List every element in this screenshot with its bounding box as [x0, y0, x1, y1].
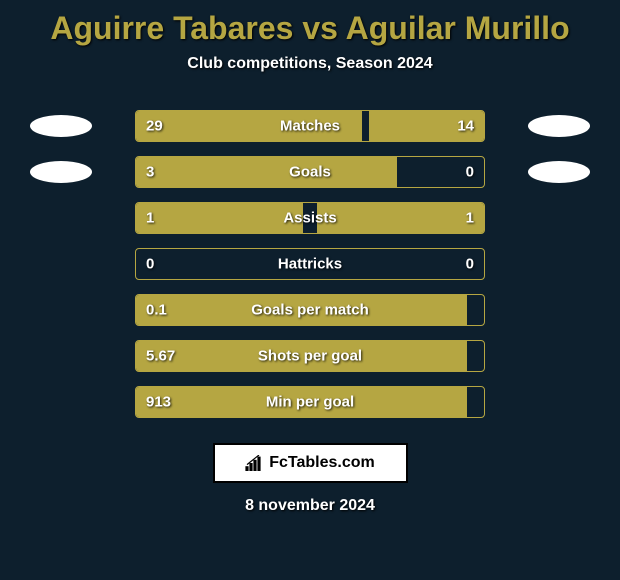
stat-bar-track: 0 0 Hattricks [135, 248, 485, 280]
date-label: 8 november 2024 [0, 497, 620, 515]
stats-panel: 29 14 Matches 3 0 Goals 1 1 Assists 0 0 Hattricks 0.… [0, 103, 620, 425]
stat-value-left: 3 [146, 164, 154, 181]
stat-row: 1 1 Assists [0, 195, 620, 241]
page-title: Aguirre Tabares vs Aguilar Murillo [0, 10, 620, 47]
stat-value-left: 0 [146, 256, 154, 273]
stat-bar-track: 3 0 Goals [135, 156, 485, 188]
player-avatar-right [528, 161, 590, 183]
stat-bar-left [136, 157, 397, 187]
stat-value-left: 913 [146, 394, 171, 411]
stat-value-left: 1 [146, 210, 154, 227]
chart-icon [245, 455, 265, 471]
stat-label: Goals [289, 164, 331, 181]
player-avatar-right [528, 115, 590, 137]
stat-row: 29 14 Matches [0, 103, 620, 149]
stat-bar-track: 29 14 Matches [135, 110, 485, 142]
stat-value-left: 0.1 [146, 302, 167, 319]
stat-value-right: 1 [466, 210, 474, 227]
stat-label: Goals per match [251, 302, 369, 319]
stat-bar-track: 0.1 Goals per match [135, 294, 485, 326]
stat-bar-track: 1 1 Assists [135, 202, 485, 234]
stat-value-right: 0 [466, 256, 474, 273]
page-subtitle: Club competitions, Season 2024 [0, 55, 620, 73]
stat-label: Assists [283, 210, 336, 227]
stat-row: 5.67 Shots per goal [0, 333, 620, 379]
stat-value-right: 14 [457, 118, 474, 135]
player-avatar-left [30, 115, 92, 137]
stat-label: Shots per goal [258, 348, 362, 365]
stat-row: 3 0 Goals [0, 149, 620, 195]
stat-value-left: 29 [146, 118, 163, 135]
player-avatar-left [30, 161, 92, 183]
stat-label: Matches [280, 118, 340, 135]
stat-bar-track: 5.67 Shots per goal [135, 340, 485, 372]
stat-bar-right [317, 203, 484, 233]
stat-value-right: 0 [466, 164, 474, 181]
logo-text: FcTables.com [269, 454, 375, 472]
stat-row: 0.1 Goals per match [0, 287, 620, 333]
stat-row: 913 Min per goal [0, 379, 620, 425]
stat-label: Min per goal [266, 394, 354, 411]
stat-bar-track: 913 Min per goal [135, 386, 485, 418]
stat-label: Hattricks [278, 256, 342, 273]
stat-value-left: 5.67 [146, 348, 175, 365]
stat-row: 0 0 Hattricks [0, 241, 620, 287]
stat-bar-left [136, 203, 303, 233]
logo-badge: FcTables.com [213, 443, 408, 483]
